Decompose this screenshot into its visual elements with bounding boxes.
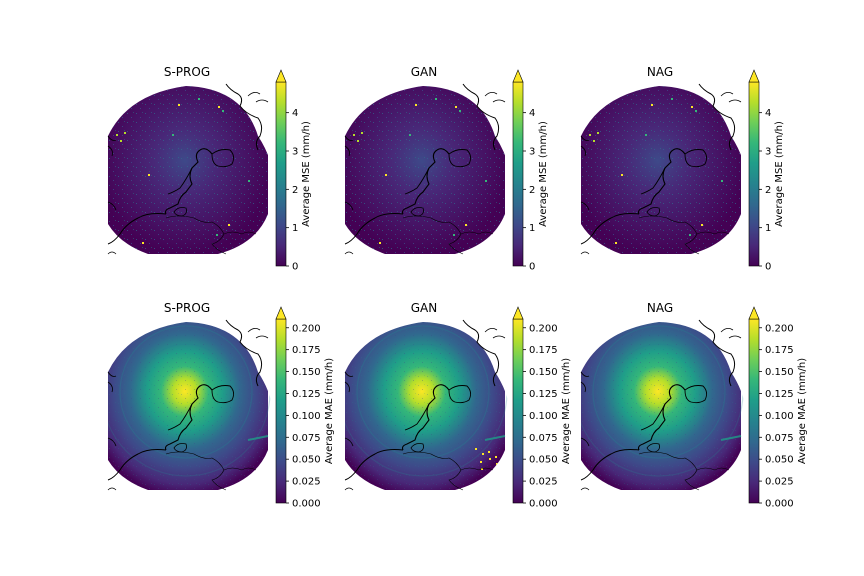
panel-gan-mae: GAN0.0000.0250.0500.0750.1000.1250.1500.…	[344, 301, 572, 510]
colorbar-tick-label: 0.150	[292, 367, 321, 378]
colorbar-tick-label: 3	[529, 147, 535, 158]
colorbar-label: Average MSE (mm/h)	[774, 121, 785, 227]
colorbar-mae: 0.000 0.025 0.050 0.075 0.100 0.125 0.150 0.175…	[748, 306, 808, 510]
colorbar-label: Average MAE (mm/h)	[797, 358, 808, 464]
colorbar-tick-label: 1	[292, 223, 298, 234]
map-field	[344, 319, 508, 491]
colorbar-tick-label: 0.025	[529, 477, 558, 488]
colorbar-tick-label: 0.150	[765, 367, 794, 378]
map-field	[344, 83, 506, 255]
colorbar-tick-label: 0.075	[765, 433, 794, 444]
colorbar-tick-label: 0	[529, 262, 535, 273]
colorbar-tick-label: 0.200	[292, 323, 321, 334]
colorbar-tick-label: 0.125	[765, 389, 794, 400]
panel-title: S-PROG	[164, 301, 210, 315]
colorbar-tick-label: 0.000	[529, 499, 558, 510]
map-field	[580, 83, 742, 255]
colorbar-tick-label: 0	[765, 262, 771, 273]
colorbar-extend-arrow	[275, 306, 287, 320]
colorbar-tick-label: 0.175	[765, 345, 794, 356]
map-field	[580, 319, 744, 491]
panel-nag-mae: NAG0.0000.0250.0500.0750.1000.1250.1500.…	[580, 301, 808, 510]
panel-sprog-mae: S-PROG 0.000 0.025 0.050 0.075 0.100 0.125 0.15…	[107, 301, 335, 510]
colorbar-tick-label: 3	[765, 147, 771, 158]
colorbar-tick-label: 1	[765, 223, 771, 234]
colorbar-mae: 0.000 0.025 0.050 0.075 0.100 0.125 0.150 0.175…	[275, 306, 335, 510]
colorbar-tick-label: 0.175	[529, 345, 558, 356]
colorbar-tick-label: 0.025	[292, 477, 321, 488]
colorbar-tick-label: 2	[529, 185, 535, 196]
panel-title: GAN	[411, 65, 437, 79]
panel-title: NAG	[647, 65, 673, 79]
colorbar-tick-label: 0.050	[765, 455, 794, 466]
colorbar-tick-label: 4	[529, 108, 535, 119]
colorbar-tick-label: 0.075	[292, 433, 321, 444]
colorbar-tick-label: 0.000	[765, 499, 794, 510]
colorbar-tick-label: 0.175	[292, 345, 321, 356]
colorbar-tick-label: 0.050	[292, 455, 321, 466]
panel-title: GAN	[411, 301, 437, 315]
panel-title: S-PROG	[164, 65, 210, 79]
colorbar-tick-label: 1	[529, 223, 535, 234]
colorbar-tick-label: 0	[292, 262, 298, 273]
colorbar-tick-label: 0.125	[529, 389, 558, 400]
colorbar-tick-label: 0.100	[765, 411, 794, 422]
colorbar-tick-label: 0.200	[529, 323, 558, 334]
colorbar-tick-label: 0.025	[765, 477, 794, 488]
panel-title: NAG	[647, 301, 673, 315]
colorbar-tick-label: 4	[292, 108, 298, 119]
colorbar-extend-arrow	[512, 69, 524, 83]
colorbar-tick-label: 0.200	[765, 323, 794, 334]
map-field	[107, 319, 271, 491]
colorbar-extend-arrow	[748, 69, 760, 83]
colorbar-label: Average MSE (mm/h)	[301, 121, 312, 227]
colorbar-tick-label: 2	[292, 185, 298, 196]
colorbar-tick-label: 0.125	[292, 389, 321, 400]
colorbar-extend-arrow	[512, 306, 524, 320]
colorbar-tick-label: 0.075	[529, 433, 558, 444]
map-field	[107, 83, 269, 255]
colorbar-label: Average MAE (mm/h)	[324, 358, 335, 464]
colorbar-tick-label: 0.100	[292, 411, 321, 422]
colorbar-tick-label: 2	[765, 185, 771, 196]
colorbar-extend-arrow	[275, 69, 287, 83]
colorbar-tick-label: 0.100	[529, 411, 558, 422]
colorbar-mae: 0.000 0.025 0.050 0.075 0.100 0.125 0.150 0.175…	[512, 306, 572, 510]
colorbar-tick-label: 0.000	[292, 499, 321, 510]
colorbar-tick-label: 4	[765, 108, 771, 119]
colorbar-extend-arrow	[748, 306, 760, 320]
colorbar-label: Average MSE (mm/h)	[538, 121, 549, 227]
colorbar-tick-label: 0.150	[529, 367, 558, 378]
colorbar-label: Average MAE (mm/h)	[561, 358, 572, 464]
colorbar-tick-label: 0.050	[529, 455, 558, 466]
colorbar-tick-label: 3	[292, 147, 298, 158]
